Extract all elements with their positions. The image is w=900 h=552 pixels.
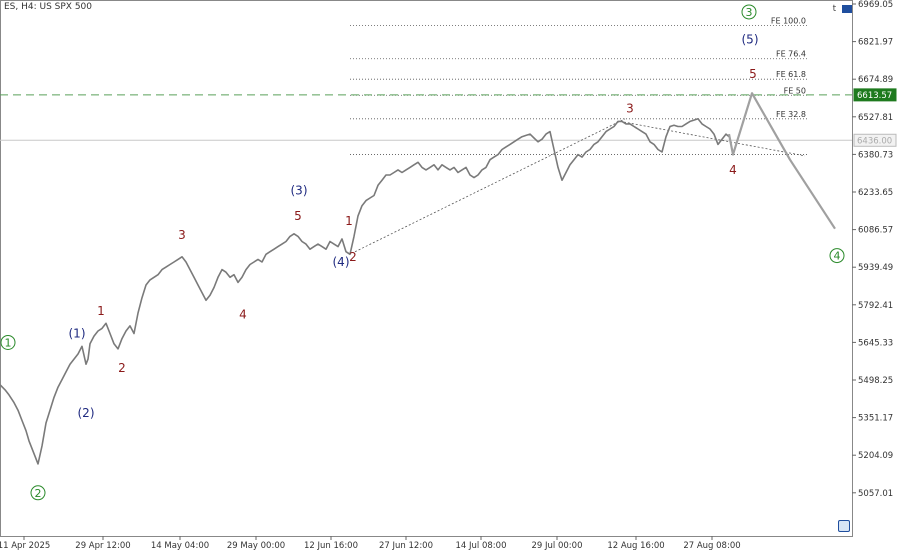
y-tick-label: 5792.41 xyxy=(858,301,893,311)
wave-label: (3) xyxy=(291,183,308,197)
key-level-tag: 6613.57 xyxy=(857,91,892,101)
x-tick-label: 12 Aug 16:00 xyxy=(607,541,664,551)
wave-label: 5 xyxy=(749,67,757,81)
projection-path xyxy=(727,92,836,230)
x-tick-label: 12 Jun 16:00 xyxy=(304,541,358,551)
wave-label: 4 xyxy=(729,163,737,177)
wave-label: 3 xyxy=(746,6,753,19)
y-tick-label: 6380.73 xyxy=(858,150,893,160)
wave-label-circle xyxy=(30,485,46,501)
current-price-tag-box xyxy=(853,133,897,147)
y-tick-label: 6969.05 xyxy=(858,0,893,10)
y-tick-label: 5645.33 xyxy=(858,338,893,348)
x-tick-label: 29 Jul 00:00 xyxy=(532,541,583,551)
wave-label: 3 xyxy=(626,102,634,116)
y-tick-label: 6086.57 xyxy=(858,226,893,236)
x-tick-label: 29 May 00:00 xyxy=(227,541,285,551)
x-tick-label: 14 May 04:00 xyxy=(151,541,209,551)
corner-icons: t xyxy=(830,4,852,14)
x-tick-label: 27 Aug 08:00 xyxy=(683,541,740,551)
wave-label: 1 xyxy=(5,336,12,349)
wave-label: 4 xyxy=(239,307,247,321)
y-tick-label: 5057.01 xyxy=(858,489,893,499)
wave-label: 4 xyxy=(834,250,841,263)
fib-level-label: FE 61.8 xyxy=(776,70,806,79)
wave-label-circle xyxy=(741,4,757,20)
y-tick-label: 5351.17 xyxy=(858,414,893,424)
y-tick-label: 6233.65 xyxy=(858,188,893,198)
fib-level-label: FE 50 xyxy=(784,86,806,95)
y-tick-label: 6674.89 xyxy=(858,75,893,85)
x-tick-label: 27 Jun 12:00 xyxy=(379,541,433,551)
wave-label: (5) xyxy=(742,33,759,47)
wave-label-circle xyxy=(0,334,16,350)
trade-icon[interactable]: t xyxy=(832,4,837,14)
hat-icon[interactable] xyxy=(842,4,852,13)
wave-label: 2 xyxy=(35,487,42,500)
wave-label: 1 xyxy=(97,304,105,318)
wave-label: (1) xyxy=(69,327,86,341)
plot-frame xyxy=(0,0,853,537)
current-price-tag: 6436.00 xyxy=(857,136,892,146)
fib-level-label: FE 32.8 xyxy=(776,110,806,119)
y-tick-label: 5939.49 xyxy=(858,263,893,273)
y-tick-label: 6527.81 xyxy=(858,113,893,123)
x-tick-label: 14 Jul 08:00 xyxy=(456,541,507,551)
wave-label: 2 xyxy=(349,250,357,264)
x-tick-label: 11 Apr 2025 xyxy=(0,541,50,551)
symbol-label: ES, H4: US SPX 500 xyxy=(4,2,93,12)
trendline xyxy=(619,120,806,157)
wave-label: (2) xyxy=(78,406,95,420)
y-tick-label: 5498.25 xyxy=(858,376,893,386)
y-tick-label: 6821.97 xyxy=(858,38,893,48)
wave-label: 5 xyxy=(294,209,302,223)
wave-label: 3 xyxy=(178,228,186,242)
y-tick-label: 5204.09 xyxy=(858,451,893,461)
key-level-tag-box xyxy=(853,88,897,102)
wave-label-circle xyxy=(829,248,845,264)
wave-label: (4) xyxy=(333,255,350,269)
x-tick-label: 29 Apr 12:00 xyxy=(75,541,130,551)
wave-label: 1 xyxy=(345,214,353,228)
scroll-end-button[interactable] xyxy=(838,520,850,532)
wave-label: 2 xyxy=(118,361,126,375)
fib-level-label: FE 76.4 xyxy=(776,50,806,59)
fib-level-label: FE 100.0 xyxy=(771,16,806,25)
price-series-line xyxy=(0,118,730,465)
